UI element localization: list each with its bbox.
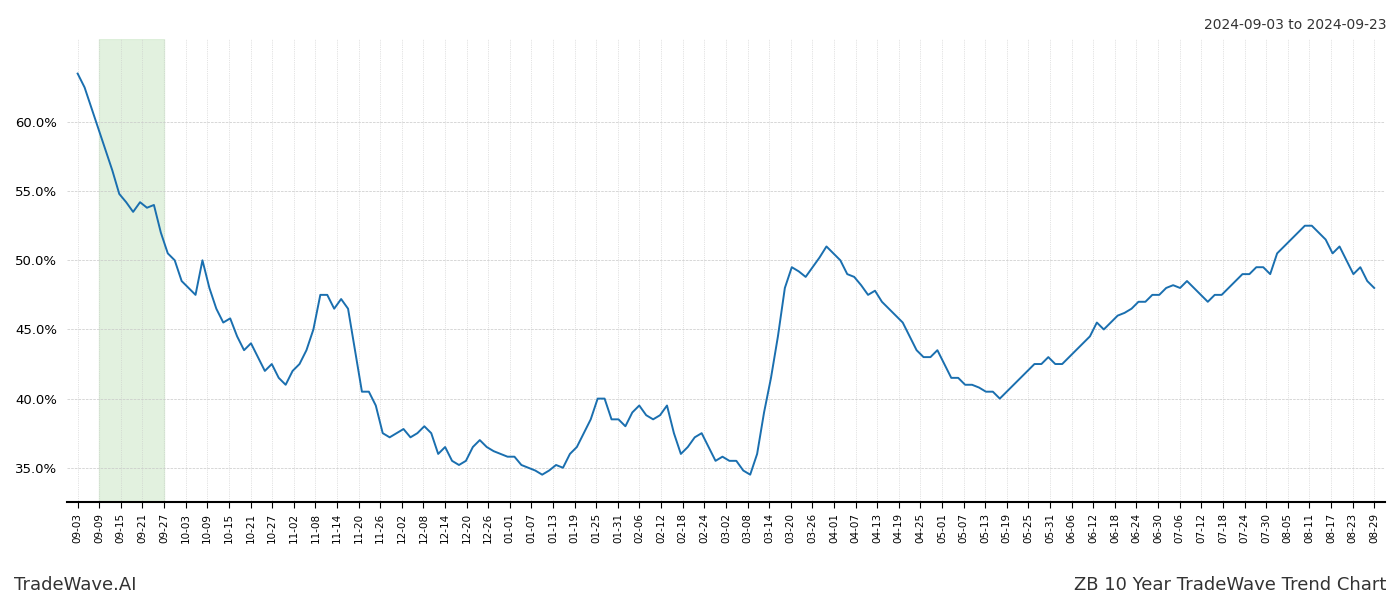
Bar bbox=[99, 39, 164, 502]
Text: ZB 10 Year TradeWave Trend Chart: ZB 10 Year TradeWave Trend Chart bbox=[1074, 576, 1386, 594]
Text: TradeWave.AI: TradeWave.AI bbox=[14, 576, 137, 594]
Text: 2024-09-03 to 2024-09-23: 2024-09-03 to 2024-09-23 bbox=[1204, 18, 1386, 32]
